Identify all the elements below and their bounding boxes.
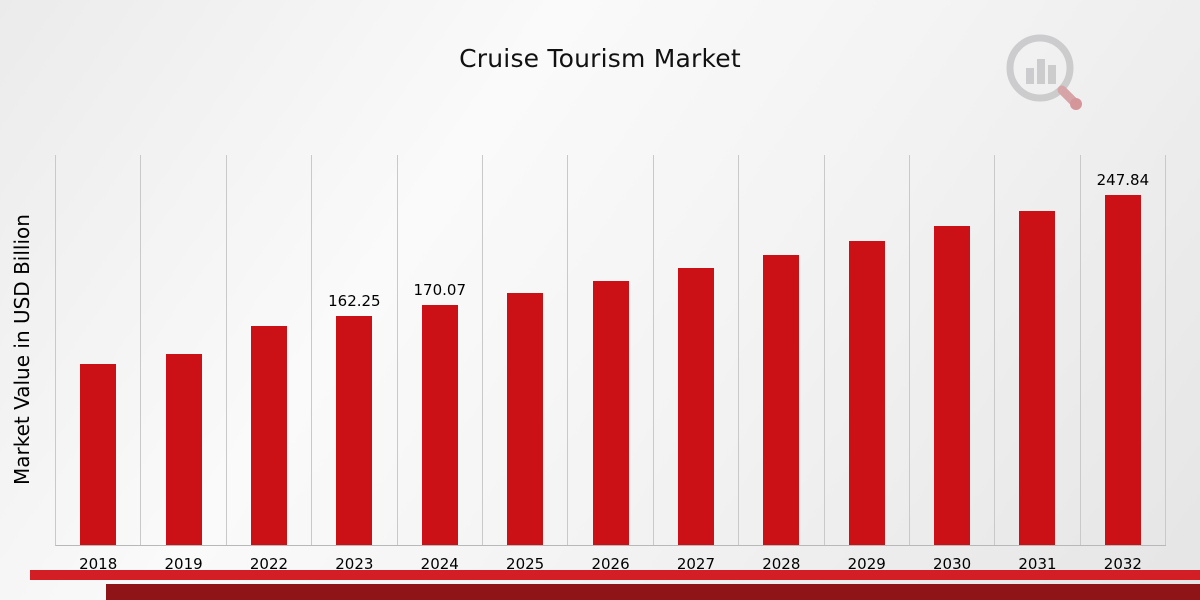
bar-value-label: 170.07 xyxy=(413,280,467,299)
chart-area: 2018 2019 2022 162.25 2023 170.07 2024 2025 2026… xyxy=(55,155,1167,573)
bar-value-label: 247.84 xyxy=(1096,170,1150,189)
x-tick-label: 2022 xyxy=(249,555,289,573)
bar-2032 xyxy=(1104,194,1141,545)
bar-2030 xyxy=(934,226,971,545)
chart-column: 2025 xyxy=(483,155,569,573)
x-tick-label: 2024 xyxy=(420,555,459,573)
x-tick-label: 2026 xyxy=(591,555,630,573)
plot-area: 2018 2019 2022 162.25 2023 170.07 2024 2025 2026… xyxy=(55,155,1167,573)
x-tick-label: 2027 xyxy=(676,555,716,573)
x-tick-label: 2025 xyxy=(506,555,545,573)
x-tick-label: 2030 xyxy=(933,555,972,573)
bar-2031 xyxy=(1019,210,1056,545)
y-axis-label: Market Value in USD Billion xyxy=(10,214,34,486)
chart-column: 2028 xyxy=(739,155,825,573)
x-tick-label: 2019 xyxy=(164,555,203,573)
chart-column: 247.84 2032 xyxy=(1081,155,1167,573)
bar-2022 xyxy=(250,325,287,545)
brand-logo-icon xyxy=(996,28,1092,120)
x-tick-label: 2018 xyxy=(79,555,118,573)
bar-2026 xyxy=(592,280,629,545)
footer-stripe-dark xyxy=(106,584,1200,600)
chart-column: 2030 xyxy=(910,155,996,573)
chart-column: 2018 xyxy=(56,155,142,573)
bar-2029 xyxy=(848,240,885,545)
footer-stripe-light xyxy=(30,570,1200,580)
bar-value-label: 162.25 xyxy=(328,291,381,310)
chart-column: 2031 xyxy=(995,155,1081,573)
bar-2028 xyxy=(763,254,800,545)
chart-column: 162.25 2023 xyxy=(312,155,398,573)
bar-2024 xyxy=(421,304,458,545)
chart-column: 2029 xyxy=(825,155,910,573)
bar-2025 xyxy=(507,293,544,545)
bar-2018 xyxy=(80,364,117,545)
x-tick-label: 2028 xyxy=(762,555,801,573)
x-tick-label: 2029 xyxy=(847,555,886,573)
bar-2027 xyxy=(677,268,714,545)
chart-column: 2019 xyxy=(141,155,227,573)
chart-column: 2022 xyxy=(227,155,313,573)
bar-2019 xyxy=(165,354,202,545)
x-tick-label: 2032 xyxy=(1103,555,1142,573)
x-tick-label: 2031 xyxy=(1018,555,1057,573)
chart-column: 2027 xyxy=(654,155,740,573)
x-tick-label: 2023 xyxy=(335,555,374,573)
chart-title: Cruise Tourism Market xyxy=(459,44,741,73)
bar-2023 xyxy=(336,315,373,545)
chart-column: 2026 xyxy=(568,155,654,573)
chart-column: 170.07 2024 xyxy=(398,155,483,573)
